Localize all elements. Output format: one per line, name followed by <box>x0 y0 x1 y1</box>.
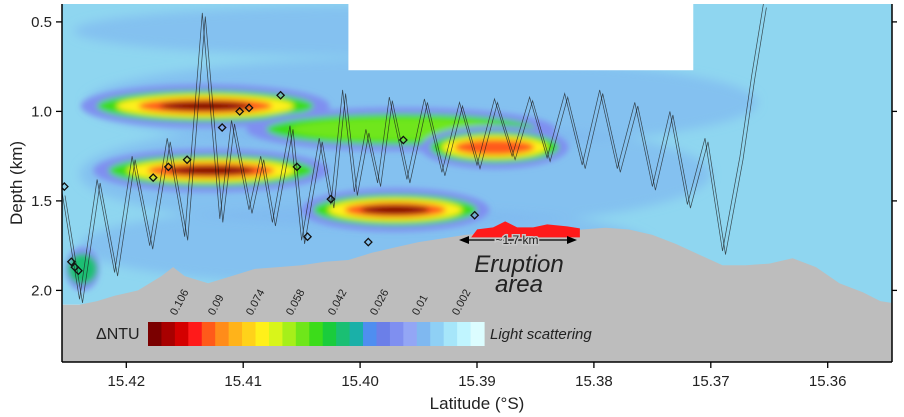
sample-point-14 <box>363 237 373 247</box>
sample-point-4 <box>148 173 158 183</box>
colorbar-swatch-7 <box>242 322 257 346</box>
eruption-label-line2: area <box>495 271 543 298</box>
x-tick-label-6: 15.36 <box>809 373 847 390</box>
colorbar-swatch-12 <box>309 322 324 346</box>
plume-layer-4 <box>301 188 490 232</box>
eruption-label-line1: Eruption <box>474 251 563 278</box>
colorbar-swatch-0 <box>148 322 163 346</box>
x-tick-label-3: 15.39 <box>458 373 496 390</box>
colorbar-swatch-19 <box>403 322 418 346</box>
y-tick-label-3: 2.0 <box>31 282 52 299</box>
y-axis-label: Depth (km) <box>7 141 26 225</box>
eruption-annotation: ~1.7 km Eruption area <box>459 232 577 298</box>
colorbar-swatch-6 <box>228 322 243 346</box>
sample-point-1 <box>66 257 76 267</box>
colorbar-swatch-11 <box>295 322 310 346</box>
sample-point-12 <box>302 232 313 242</box>
sample-point-13 <box>326 194 336 204</box>
x-tick-label-2: 15.40 <box>341 373 379 390</box>
colorbar-label: ΔNTU <box>96 326 140 343</box>
sample-point-9 <box>244 103 254 113</box>
colorbar-swatch-17 <box>376 322 391 346</box>
sample-point-8 <box>235 106 245 116</box>
plume-layer-5 <box>65 247 100 291</box>
colorbar-swatch-5 <box>215 322 230 346</box>
colorbar-swatch-1 <box>161 322 176 346</box>
sample-points <box>62 90 480 276</box>
plume-contour-1-4 <box>344 124 458 134</box>
sample-point-16 <box>470 210 480 220</box>
colorbar-swatch-21 <box>430 322 445 346</box>
colorbar-swatch-14 <box>336 322 351 346</box>
colorbar-swatch-3 <box>188 322 203 346</box>
sample-point-5 <box>163 162 173 172</box>
eruption-area-shape <box>471 221 580 238</box>
y-tick-label-1: 1.0 <box>31 103 52 120</box>
arrowhead-left-icon <box>459 236 469 244</box>
colorbar-swatch-16 <box>363 322 378 346</box>
eruption-width-label: ~1.7 km <box>495 233 538 247</box>
sample-point-15 <box>398 135 408 145</box>
plume-layer-0 <box>80 84 330 128</box>
tow-track-line-1 <box>64 7 767 303</box>
x-axis-label: Latitude (°S) <box>430 394 525 413</box>
colorbar-swatch-20 <box>416 322 431 346</box>
colorbar-swatch-23 <box>457 322 472 346</box>
y-axis-ticks: 0.5 1.0 1.5 2.0 <box>31 14 897 299</box>
colorbar-swatch-13 <box>322 322 337 346</box>
tow-track-line-0 <box>62 4 764 300</box>
colorbar: ΔNTU 0.106 0.09 0.074 0.058 0.042 0.026 0.01 0.… <box>96 287 592 346</box>
colorbar-swatch-15 <box>349 322 364 346</box>
plume-contour-5-4 <box>76 264 89 274</box>
tow-track <box>62 4 767 303</box>
plume-contour-4-4 <box>360 205 430 215</box>
arrowhead-right-icon <box>567 236 577 244</box>
colorbar-swatch-22 <box>443 322 458 346</box>
colorbar-swatch-18 <box>389 322 404 346</box>
colorbar-caption: Light scattering <box>490 326 592 343</box>
plume-contour-0-4 <box>159 101 251 111</box>
x-tick-label-1: 15.41 <box>224 373 262 390</box>
colorbar-swatch-2 <box>174 322 189 346</box>
plume-layers <box>65 84 569 291</box>
plume-layer-2 <box>420 125 569 169</box>
colorbar-swatch-4 <box>201 322 216 346</box>
sample-point-7 <box>217 122 227 133</box>
y-tick-label-0: 0.5 <box>31 14 52 31</box>
sample-point-6 <box>182 155 192 165</box>
x-axis-ticks: 15.42 15.41 15.40 15.39 15.38 15.37 15.36 <box>108 362 847 390</box>
x-tick-label-4: 15.38 <box>575 373 613 390</box>
colorbar-swatch-9 <box>268 322 283 346</box>
x-tick-label-0: 15.42 <box>108 373 146 390</box>
no-data-region <box>348 4 694 71</box>
x-tick-label-5: 15.37 <box>692 373 730 390</box>
y-tick-label-2: 1.5 <box>31 193 52 210</box>
colorbar-swatch-8 <box>255 322 270 346</box>
sample-point-10 <box>276 90 286 100</box>
sample-point-3 <box>73 266 83 276</box>
colorbar-swatch-24 <box>470 322 485 346</box>
colorbar-swatch-10 <box>282 322 297 346</box>
sample-point-0 <box>62 182 69 192</box>
plume-layer-3 <box>93 148 329 193</box>
plume-contour-2-4 <box>467 142 522 152</box>
no-data-rect-0 <box>348 4 694 71</box>
colorbar-swatches <box>148 322 485 346</box>
sample-point-11 <box>292 162 302 172</box>
